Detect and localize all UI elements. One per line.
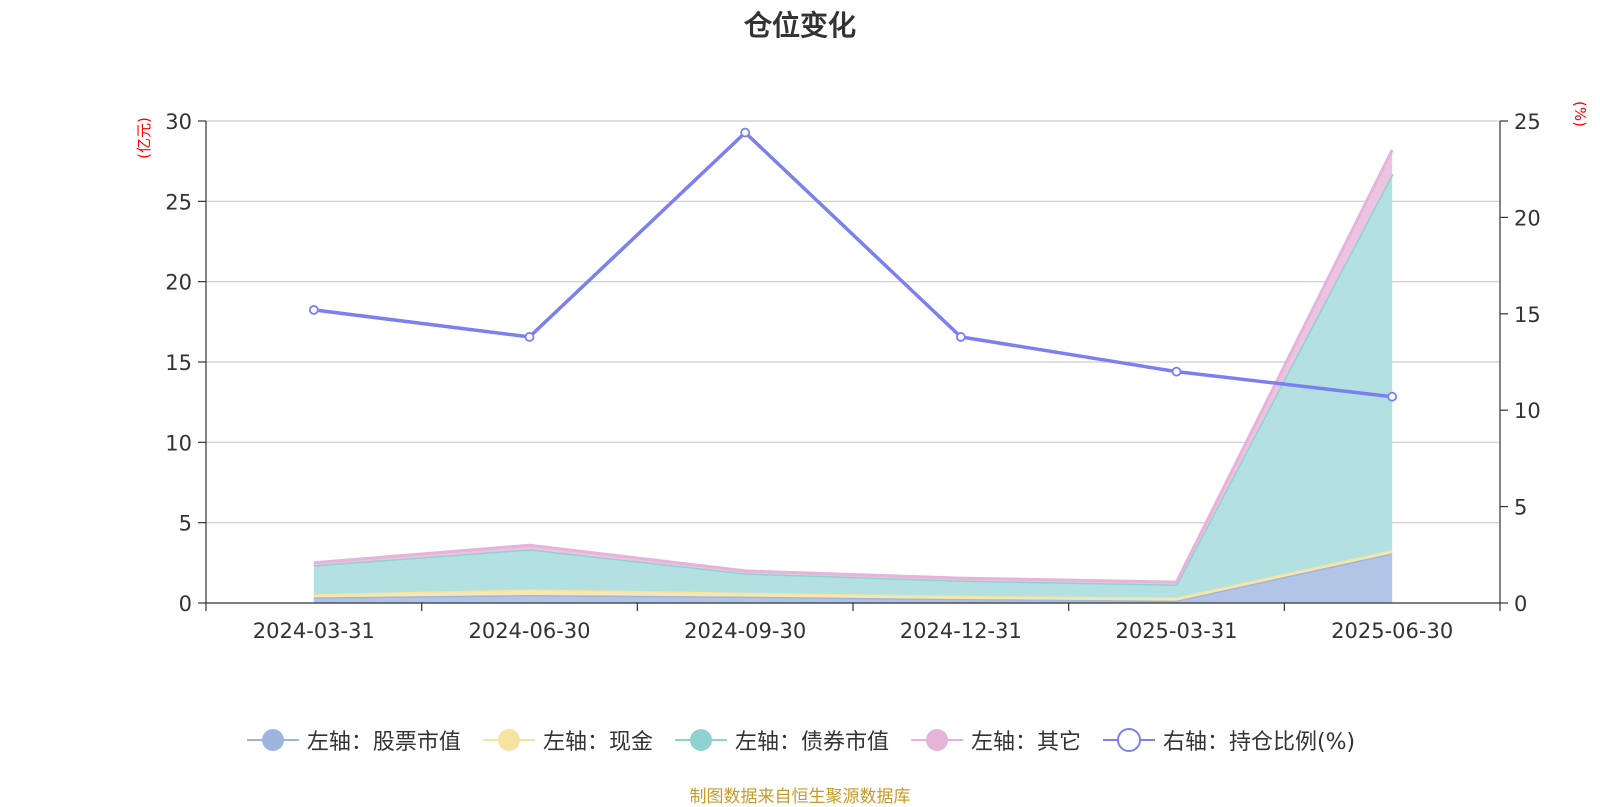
- ratio-point: [955, 332, 966, 342]
- legend-swatch: [482, 729, 535, 751]
- legend-swatch: [246, 729, 299, 751]
- left-y-tick-label: 10: [165, 431, 192, 455]
- ratio-point: [740, 127, 751, 138]
- x-tick-label: 2024-03-31: [253, 619, 375, 643]
- legend-swatch-marker: [497, 729, 520, 751]
- area-fill-0: [313, 553, 1393, 603]
- legend-label: 左轴：现金: [542, 730, 653, 755]
- legend-swatch: [910, 729, 963, 751]
- legend-label: 左轴：股票市值: [306, 730, 461, 755]
- left-y-tick-label: 30: [165, 110, 192, 134]
- legend-item[interactable]: 左轴：股票市值: [245, 724, 461, 756]
- right-axis-unit-label: (%): [1571, 101, 1589, 127]
- data-source-note: 制图数据来自恒生聚源数据库: [689, 787, 911, 807]
- ratio-point: [308, 305, 319, 315]
- ratio-point: [1171, 366, 1182, 377]
- legend-item[interactable]: 左轴：现金: [481, 724, 653, 756]
- legend-swatch: [1102, 728, 1155, 752]
- left-y-tick-label: 5: [179, 512, 192, 536]
- axes: 0 5 10 15 20 25 30 0 5 10 15 20 25 2024-03-31 2024-06-…: [165, 110, 1540, 643]
- area-series-layer: [313, 149, 1394, 603]
- legend-swatch-marker: [261, 729, 284, 751]
- legend-swatch-marker: [689, 729, 712, 751]
- x-tick-label: 2025-03-31: [1115, 619, 1237, 643]
- chart-legend: 左轴：股票市值 左轴：现金 左轴：债券市值 左轴：其它 右轴：持仓比例(%): [0, 724, 1600, 756]
- right-y-tick-label: 0: [1514, 592, 1527, 616]
- legend-item[interactable]: 右轴：持仓比例(%): [1101, 724, 1355, 756]
- legend-swatch-marker: [1116, 728, 1141, 752]
- ratio-point: [1387, 391, 1398, 402]
- x-tick-label: 2024-09-30: [684, 619, 806, 643]
- left-y-tick-label: 20: [165, 271, 192, 295]
- legend-item[interactable]: 左轴：其它: [909, 724, 1081, 756]
- x-tick-label: 2024-06-30: [468, 619, 590, 643]
- left-y-tick-label: 15: [165, 351, 192, 375]
- legend-label: 左轴：债券市值: [734, 730, 889, 755]
- legend-swatch-marker: [925, 729, 948, 751]
- right-y-tick-label: 15: [1514, 303, 1541, 327]
- area-fill-2: [313, 174, 1393, 598]
- right-y-tick-label: 10: [1514, 399, 1541, 423]
- right-y-tick-label: 25: [1514, 110, 1541, 134]
- left-y-tick-label: 25: [165, 190, 192, 214]
- area-edge-3: [313, 149, 1394, 584]
- chart-title: 仓位变化: [743, 9, 856, 42]
- ratio-point: [524, 332, 535, 342]
- legend-label: 左轴：其它: [970, 730, 1081, 755]
- x-tick-label: 2025-06-30: [1331, 619, 1453, 643]
- ratio-line-layer: [308, 127, 1398, 402]
- right-y-tick-label: 5: [1514, 496, 1527, 520]
- x-tick-label: 2024-12-31: [900, 619, 1022, 643]
- legend-label: 右轴：持仓比例(%): [1162, 730, 1356, 755]
- legend-swatch: [674, 729, 727, 751]
- right-y-tick-label: 20: [1514, 206, 1541, 230]
- left-axis-unit-label: (亿元): [135, 117, 153, 159]
- left-y-tick-label: 0: [179, 592, 192, 616]
- area-fill-1: [313, 550, 1393, 601]
- legend-item[interactable]: 左轴：债券市值: [673, 724, 889, 756]
- ratio-line: [313, 130, 1393, 399]
